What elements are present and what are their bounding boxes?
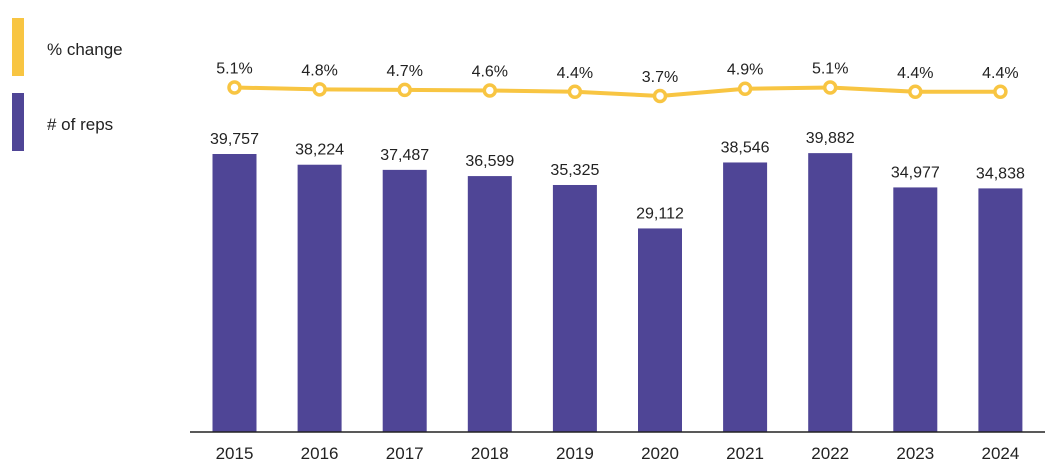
- bar-value-label-2023: 34,977: [891, 164, 940, 181]
- pct-value-label-2024: 4.4%: [982, 65, 1018, 82]
- legend-swatch-num-reps: [12, 93, 24, 151]
- pct-line-group: [227, 80, 1008, 104]
- pct-point-2024: [993, 84, 1008, 99]
- x-tick-label-2019: 2019: [556, 444, 594, 463]
- pct-point-2021: [737, 81, 753, 96]
- pct-value-label-2017: 4.7%: [386, 63, 422, 80]
- bar-value-label-2017: 37,487: [380, 147, 429, 164]
- pct-point-2018: [482, 83, 498, 98]
- legend-label-num-reps: # of reps: [47, 115, 114, 134]
- x-tick-label-2021: 2021: [726, 444, 764, 463]
- pct-labels-group: 5.1% 4.8% 4.7% 4.6% 4.4% 3.7% 4.9% 5.1% 4.4% 4.4%: [216, 61, 1018, 87]
- legend-label-pct-change: % change: [47, 40, 123, 59]
- legend-item-num-reps: # of reps: [12, 93, 212, 153]
- bars-group: [212, 153, 1023, 432]
- pct-value-label-2016: 4.8%: [301, 62, 337, 79]
- x-tick-label-2018: 2018: [471, 444, 509, 463]
- bar-value-label-2015: 39,757: [210, 131, 259, 148]
- pct-value-label-2021: 4.9%: [727, 62, 763, 79]
- pct-point-2017: [397, 82, 412, 98]
- pct-change-line: [234, 85, 1001, 98]
- legend-swatch-pct-change: [12, 18, 24, 76]
- pct-point-2020: [652, 88, 668, 104]
- bar-2015: [212, 154, 257, 432]
- pct-point-2019: [567, 84, 583, 99]
- pct-value-label-2019: 4.4%: [557, 65, 593, 82]
- x-ticks-group: 2015 2016 2017 2018 2019 2020 2021 2022 2023 2024: [216, 444, 1020, 463]
- bar-value-label-2022: 39,882: [806, 130, 855, 147]
- legend-item-pct-change: % change: [12, 18, 212, 78]
- bar-value-label-2019: 35,325: [550, 162, 599, 179]
- pct-value-label-2018: 4.6%: [472, 64, 508, 81]
- bar-2016: [297, 164, 342, 432]
- bar-2024: [978, 188, 1023, 432]
- bar-2017: [382, 169, 427, 432]
- x-tick-label-2023: 2023: [896, 444, 934, 463]
- x-tick-label-2020: 2020: [641, 444, 679, 463]
- x-tick-label-2022: 2022: [811, 444, 849, 463]
- pct-point-2023: [908, 84, 923, 99]
- bar-value-label-2018: 36,599: [465, 153, 514, 170]
- bar-2022: [808, 153, 853, 432]
- bar-value-label-2021: 38,546: [721, 139, 770, 156]
- bar-2021: [723, 162, 768, 432]
- x-tick-label-2017: 2017: [386, 444, 424, 463]
- bar-2019: [552, 184, 597, 432]
- pct-value-label-2015: 5.1%: [216, 61, 252, 78]
- x-tick-label-2016: 2016: [301, 444, 339, 463]
- x-tick-label-2024: 2024: [981, 444, 1019, 463]
- bar-labels-group: 39,757 38,224 37,487 36,599 35,325 29,112 38,5…: [210, 130, 1025, 222]
- bar-2018: [467, 176, 512, 432]
- pct-value-label-2022: 5.1%: [812, 61, 848, 78]
- pct-value-label-2020: 3.7%: [642, 69, 678, 86]
- bar-2020: [638, 228, 682, 432]
- pct-value-label-2023: 4.4%: [897, 65, 933, 82]
- pct-point-2022: [822, 80, 838, 95]
- pct-point-2015: [227, 80, 242, 95]
- bar-value-label-2024: 34,838: [976, 165, 1025, 182]
- bar-value-label-2016: 38,224: [295, 142, 344, 159]
- pct-point-2016: [312, 82, 327, 97]
- bar-value-label-2020: 29,112: [636, 205, 684, 222]
- x-tick-label-2015: 2015: [216, 444, 254, 463]
- bar-2023: [893, 187, 938, 432]
